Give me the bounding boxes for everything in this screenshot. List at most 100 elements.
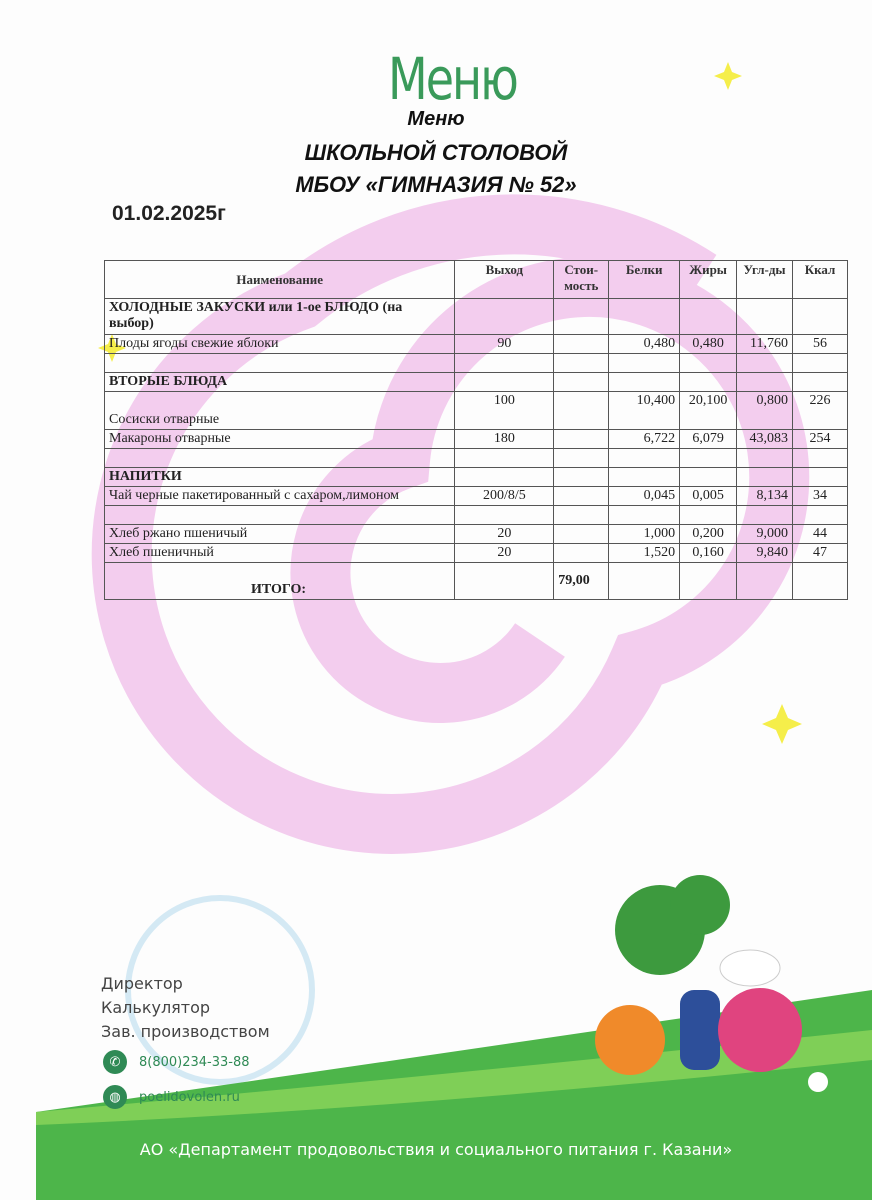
organization-name: АО «Департамент продовольствия и социаль… [139, 1140, 733, 1159]
cell-kcal: 34 [792, 486, 848, 506]
total-cost: 79,00 [553, 562, 610, 600]
cell-yield [454, 353, 555, 373]
menu-date: 01.02.2025г [112, 202, 226, 225]
cell-carbs: 9,840 [736, 543, 794, 563]
dish-name [103, 353, 456, 373]
cell-kcal [792, 372, 848, 392]
cell-cost [553, 353, 610, 373]
cell-fat: 20,100 [679, 391, 738, 430]
table-row: Хлеб ржано пшеничый 20 1,000 0,200 9,000 44 [103, 524, 848, 544]
cell-carbs [736, 562, 794, 600]
cell-yield: 100 [454, 391, 555, 430]
cell-carbs [736, 505, 794, 525]
cell-yield: 20 [454, 543, 555, 563]
table-row: Макароны отварные 180 6,722 6,079 43,083 254 [103, 429, 848, 449]
cell-cost [553, 298, 610, 335]
cell-fat [679, 448, 738, 468]
cell-kcal: 254 [792, 429, 848, 449]
cell-cost [553, 334, 610, 354]
column-header: Наименование [103, 260, 456, 299]
column-header: Ккал [792, 260, 848, 299]
empty-row [103, 505, 848, 525]
cell-carbs [736, 448, 794, 468]
dish-name: Плоды ягоды свежие яблоки [103, 334, 456, 354]
title-school-canteen: ШКОЛЬНОЙ СТОЛОВОЙ [304, 140, 568, 165]
title-menu: Меню [407, 108, 465, 130]
dish-name [103, 505, 456, 525]
cell-carbs: 8,134 [736, 486, 794, 506]
cell-cost [553, 429, 610, 449]
table-row: Чай черные пакетированный с сахаром,лимо… [103, 486, 848, 506]
cell-carbs [736, 372, 794, 392]
menu-logo: Меню [388, 45, 519, 113]
cell-fat [679, 505, 738, 525]
cell-cost [553, 486, 610, 506]
cell-cost [553, 467, 610, 487]
vegetable-characters-illustration [595, 875, 802, 1075]
signature-production-head: Зав. производством [101, 1022, 270, 1041]
cell-protein [608, 505, 681, 525]
empty-row [103, 448, 848, 468]
dish-name: ХОЛОДНЫЕ ЗАКУСКИ или 1-ое БЛЮДО (на выбо… [103, 298, 456, 335]
cell-protein: 10,400 [608, 391, 681, 430]
table-row: Сосиски отварные 100 10,400 20,100 0,800 226 [103, 391, 848, 430]
cell-fat: 0,005 [679, 486, 738, 506]
cell-carbs [736, 353, 794, 373]
cell-protein: 1,000 [608, 524, 681, 544]
cell-yield: 20 [454, 524, 555, 544]
cell-fat: 0,160 [679, 543, 738, 563]
cell-cost [553, 524, 610, 544]
cell-kcal: 226 [792, 391, 848, 430]
section-row: НАПИТКИ [103, 467, 848, 487]
cell-kcal: 44 [792, 524, 848, 544]
column-header: Стои-мость [553, 260, 610, 299]
column-header: Белки [608, 260, 681, 299]
cell-carbs [736, 298, 794, 335]
section-row: ХОЛОДНЫЕ ЗАКУСКИ или 1-ое БЛЮДО (на выбо… [103, 298, 848, 335]
cell-protein: 6,722 [608, 429, 681, 449]
cell-protein [608, 448, 681, 468]
cell-yield: 200/8/5 [454, 486, 555, 506]
cell-carbs: 0,800 [736, 391, 794, 430]
cell-kcal [792, 467, 848, 487]
cell-cost [553, 391, 610, 430]
cell-yield [454, 298, 555, 335]
cell-cost [553, 448, 610, 468]
cell-kcal [792, 448, 848, 468]
cell-protein [608, 372, 681, 392]
signature-calculator: Калькулятор [101, 998, 211, 1017]
cell-yield: 90 [454, 334, 555, 354]
cell-protein: 0,480 [608, 334, 681, 354]
cell-fat [679, 353, 738, 373]
cell-carbs [736, 467, 794, 487]
cell-protein [608, 562, 681, 600]
cell-carbs: 11,760 [736, 334, 794, 354]
cell-fat: 0,480 [679, 334, 738, 354]
cell-kcal [792, 505, 848, 525]
cell-cost [553, 543, 610, 563]
title-school-name: МБОУ «ГИМНАЗИЯ № 52» [295, 172, 577, 197]
phone-contact: ✆ 8(800)234-33-88 [103, 1050, 250, 1074]
table-row: Хлеб пшеничный 20 1,520 0,160 9,840 47 [103, 543, 848, 563]
cell-kcal [792, 562, 848, 600]
cell-kcal [792, 353, 848, 373]
dish-name [103, 448, 456, 468]
cell-fat [679, 562, 738, 600]
cell-fat: 6,079 [679, 429, 738, 449]
column-header: Жиры [679, 260, 738, 299]
dish-name: ВТОРЫЕ БЛЮДА [103, 372, 456, 392]
section-row: ВТОРЫЕ БЛЮДА [103, 372, 848, 392]
dish-name: НАПИТКИ [103, 467, 456, 487]
cell-protein: 0,045 [608, 486, 681, 506]
website-link: poelidovolen.ru [139, 1089, 240, 1105]
cell-kcal [792, 298, 848, 335]
column-header: Угл-ды [736, 260, 794, 299]
cell-carbs: 43,083 [736, 429, 794, 449]
signature-director: Директор [101, 974, 183, 993]
cell-fat [679, 372, 738, 392]
dish-name: Хлеб пшеничный [103, 543, 456, 563]
cell-protein [608, 353, 681, 373]
empty-row [103, 353, 848, 373]
cell-yield [454, 467, 555, 487]
cell-fat [679, 467, 738, 487]
